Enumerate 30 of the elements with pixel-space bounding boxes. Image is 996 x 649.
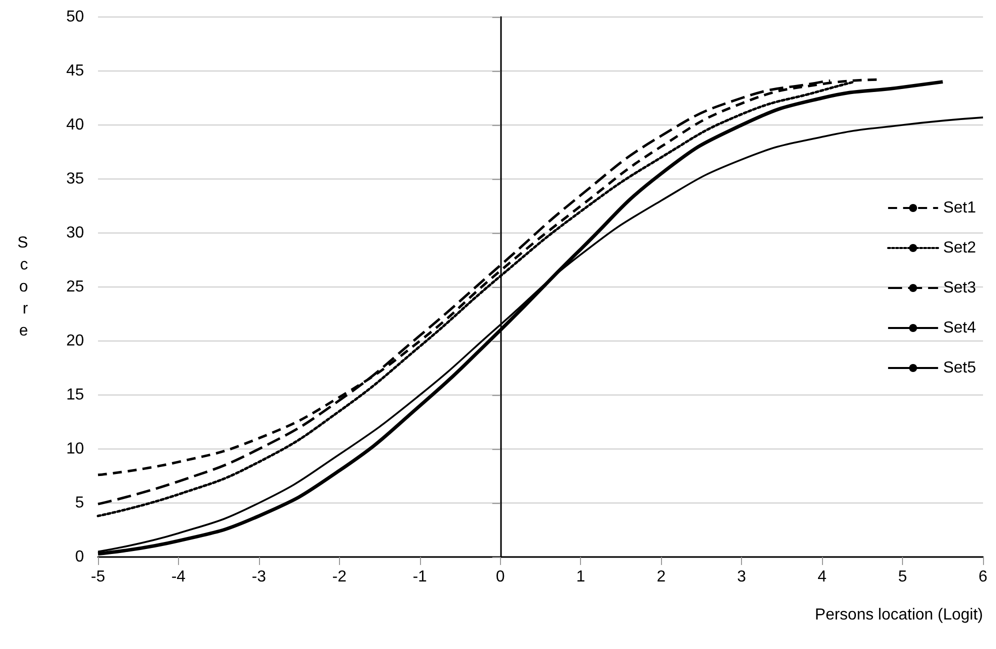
y-axis-title: Score	[17, 234, 29, 340]
x-tick-label: -3	[252, 568, 266, 586]
y-tick-label: 0	[75, 548, 84, 566]
x-tick-label: 2	[656, 568, 666, 586]
y-tick-label: 40	[66, 116, 84, 134]
x-tick-label: 6	[978, 568, 988, 586]
x-tick-label: 5	[898, 568, 908, 586]
legend-label: Set3	[943, 280, 976, 296]
legend-label: Set4	[943, 320, 976, 336]
x-axis-title: Persons location (Logit)	[814, 606, 983, 624]
x-tick-label: 1	[576, 568, 586, 586]
y-tick-label: 45	[66, 62, 84, 80]
y-tick-label: 20	[66, 332, 84, 350]
y-tick-label: 50	[66, 8, 84, 26]
legend-label: Set2	[943, 240, 976, 256]
y-tick-label: 30	[66, 224, 84, 242]
y-tick-label: 5	[75, 494, 84, 512]
legend-label: Set5	[943, 360, 976, 376]
y-tick-label: 25	[66, 278, 84, 296]
y-tick-label: 15	[66, 386, 84, 404]
legend-label: Set1	[943, 200, 976, 216]
x-tick-label: 3	[737, 568, 746, 586]
y-tick-label: 10	[66, 440, 84, 458]
x-tick-label: -2	[332, 568, 347, 586]
x-tick-label: 0	[496, 568, 505, 586]
x-tick-label: -5	[90, 568, 106, 586]
x-tick-label: -4	[171, 568, 186, 586]
y-tick-label: 35	[66, 170, 84, 188]
x-tick-label: -1	[412, 568, 428, 586]
x-tick-label: 4	[818, 568, 827, 586]
